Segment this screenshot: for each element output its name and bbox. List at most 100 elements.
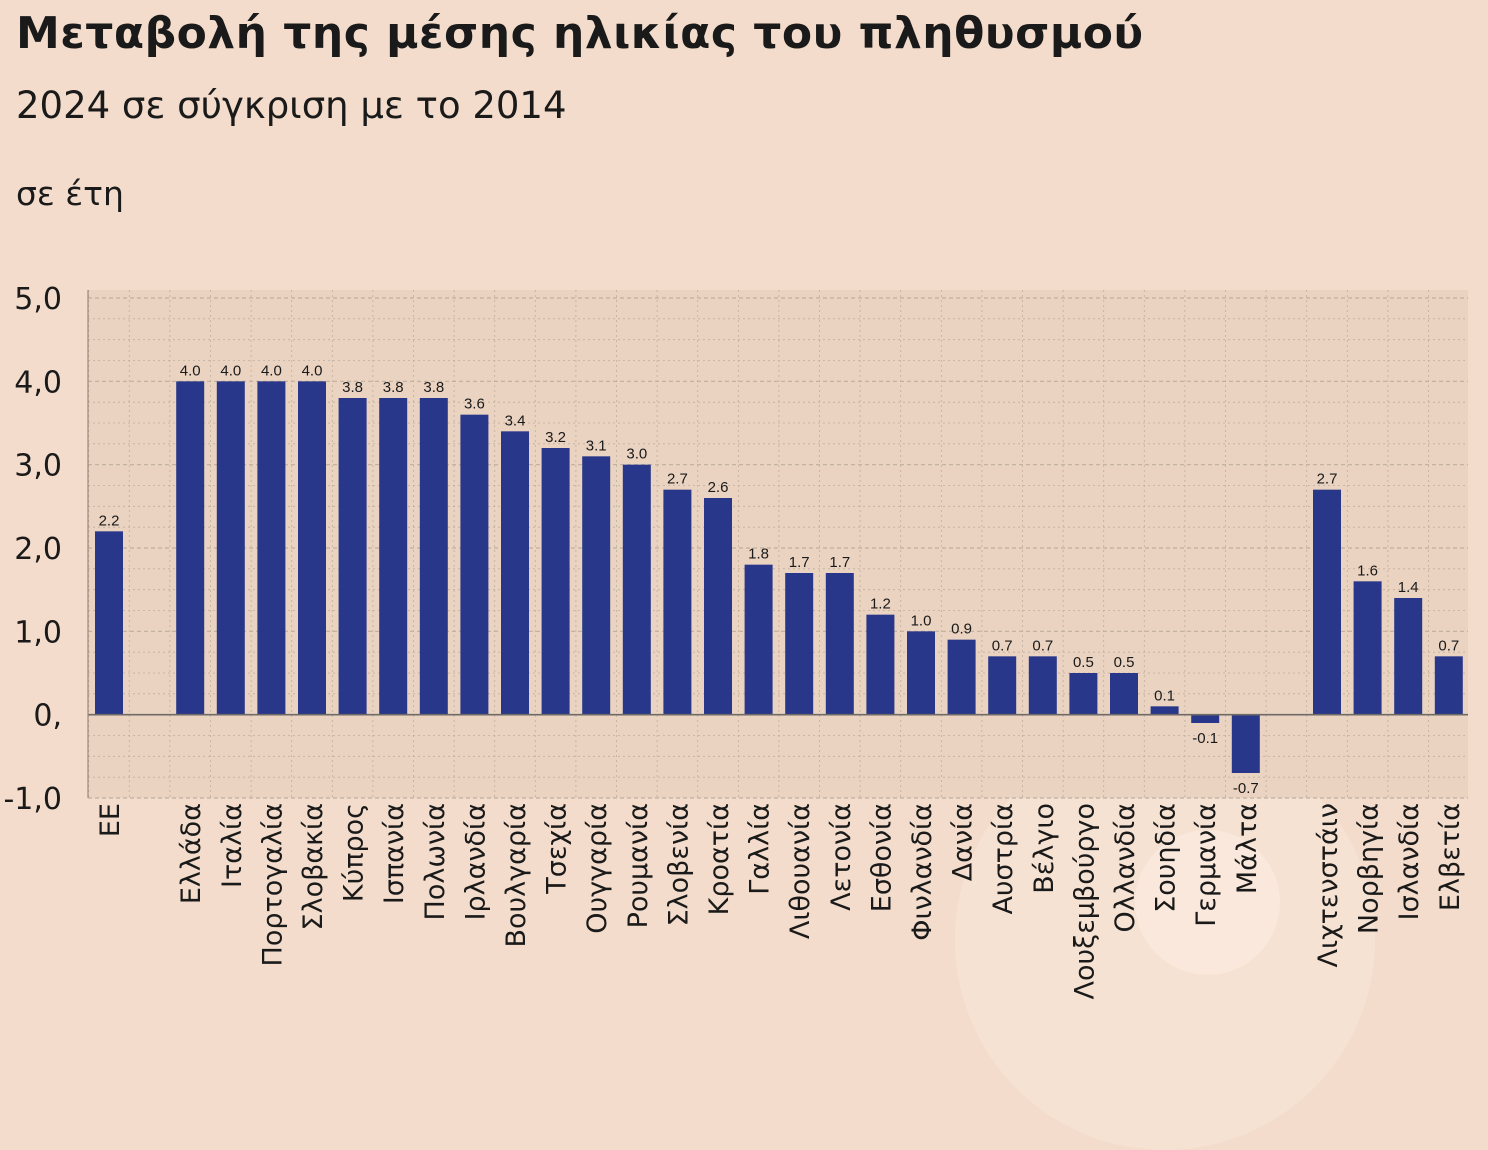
- value-label: 3.1: [586, 437, 607, 454]
- bar: [907, 631, 935, 715]
- bar: [1028, 656, 1057, 715]
- bar: [1394, 598, 1423, 715]
- value-label: 3.4: [505, 412, 526, 429]
- value-label: 3.8: [383, 379, 404, 396]
- value-label: 1.7: [829, 554, 850, 571]
- chart-title: Μεταβολή της μέσης ηλικίας του πληθυσμού: [16, 8, 1144, 59]
- category-label: ΕΕ: [95, 803, 126, 837]
- bar: [825, 573, 854, 715]
- value-label: 3.8: [342, 379, 363, 396]
- bar: [1353, 581, 1382, 715]
- category-label: Ελλάδα: [176, 803, 207, 904]
- value-label: 3.2: [545, 429, 566, 446]
- bar: [95, 531, 123, 715]
- category-label: Πολωνία: [420, 803, 451, 920]
- x-axis-category-labels: ΕΕ Ελλάδα Ιταλία Πορτογαλία Σλοβακία Κύπρος Ισ…: [95, 803, 1466, 999]
- value-label: 0.7: [992, 637, 1013, 654]
- value-label: 0.7: [1438, 637, 1459, 654]
- chart-subtitle: 2024 σε σύγκριση με το 2014: [16, 84, 567, 127]
- category-label: Σουηδία: [1151, 803, 1182, 913]
- y-tick-label: 1,0: [14, 615, 62, 650]
- value-label: -0.1: [1192, 730, 1218, 747]
- category-label: Λουξεμβούργο: [1069, 803, 1100, 999]
- bar: [785, 573, 814, 715]
- bar: [1313, 489, 1341, 715]
- category-label: Εσθονία: [866, 803, 897, 912]
- value-label: 4.0: [302, 362, 323, 379]
- value-label: 0.5: [1073, 654, 1094, 671]
- bar: [1069, 673, 1098, 715]
- category-label: Σλοβακία: [298, 803, 329, 930]
- y-tick-label: 3,0: [14, 449, 62, 484]
- category-label: Ισλανδία: [1394, 803, 1425, 920]
- bar: [338, 398, 367, 715]
- category-label: Γαλλία: [745, 803, 776, 895]
- category-label: Ιταλία: [217, 803, 248, 888]
- value-label: 2.6: [708, 479, 729, 496]
- category-label: Πορτογαλία: [257, 803, 288, 966]
- bar: [663, 489, 692, 715]
- value-label: -0.7: [1233, 780, 1259, 797]
- category-label: Αυστρία: [988, 803, 1019, 915]
- bar: [1191, 714, 1220, 723]
- value-label: 1.0: [911, 612, 932, 629]
- bar: [541, 448, 570, 715]
- bar: [988, 656, 1017, 715]
- plot-area: [88, 290, 1468, 798]
- value-label: 1.4: [1398, 579, 1419, 596]
- bar: [460, 414, 489, 715]
- category-label: Βέλγιο: [1029, 803, 1060, 894]
- bar-chart: 5,0 4,0 3,0 2,0 1,0 0, -1,0 2.2 4.0 4.0 4.0 4.0 3.8…: [3, 282, 1468, 999]
- value-label: 0.1: [1154, 687, 1175, 704]
- bar: [622, 464, 651, 715]
- value-label: 4.0: [261, 362, 282, 379]
- category-label: Ρουμανία: [623, 803, 654, 928]
- y-tick-label: 2,0: [14, 532, 62, 567]
- category-label: Σλοβενία: [663, 803, 694, 926]
- value-label: 3.6: [464, 396, 485, 413]
- bar: [379, 398, 408, 715]
- value-labels: 2.2 4.0 4.0 4.0 4.0 3.8 3.8 3.8 3.6 3.4 3.2 3.1 3.0 2…: [99, 362, 1460, 797]
- bar: [419, 398, 448, 715]
- bar: [257, 381, 286, 715]
- y-tick-label: 4,0: [14, 365, 62, 400]
- category-label: Λετονία: [826, 803, 857, 911]
- category-label: Ισπανία: [379, 803, 410, 904]
- category-label: Ουγγαρία: [582, 803, 613, 934]
- bar: [1434, 656, 1463, 715]
- value-label: 2.7: [667, 471, 688, 488]
- bar: [176, 381, 205, 715]
- y-tick-label: 0,: [33, 699, 62, 734]
- bars: [95, 381, 1463, 773]
- value-label: 1.7: [789, 554, 810, 571]
- value-label: 2.7: [1317, 471, 1338, 488]
- value-label: 2.2: [99, 512, 120, 529]
- category-label: Τσεχία: [542, 803, 573, 895]
- category-label: Κύπρος: [339, 803, 370, 902]
- bar: [582, 456, 611, 715]
- category-label: Βουλγαρία: [501, 803, 532, 948]
- value-label: 3.8: [423, 379, 444, 396]
- value-label: 0.5: [1114, 654, 1135, 671]
- bar: [866, 614, 895, 715]
- bar: [1231, 714, 1260, 773]
- category-label: Ελβετία: [1435, 803, 1466, 911]
- category-label: Κροατία: [704, 803, 735, 915]
- category-label: Λιχτενστάιν: [1313, 803, 1344, 968]
- bar: [704, 498, 732, 715]
- y-axis: 5,0 4,0 3,0 2,0 1,0 0, -1,0: [3, 282, 62, 817]
- bar: [1150, 706, 1179, 715]
- bar: [216, 381, 245, 715]
- value-label: 1.2: [870, 596, 891, 613]
- category-label: Ολλανδία: [1110, 803, 1141, 933]
- y-tick-label: -1,0: [3, 782, 62, 817]
- category-label: Δανία: [948, 803, 979, 881]
- category-label: Λιθουανία: [785, 803, 816, 939]
- y-tick-label: 5,0: [14, 282, 62, 317]
- value-label: 1.6: [1357, 562, 1378, 579]
- bar: [744, 564, 773, 715]
- bar: [1110, 673, 1138, 715]
- value-label: 0.9: [951, 621, 972, 638]
- category-label: Ιρλανδία: [460, 803, 491, 920]
- category-label: Νορβηγία: [1354, 803, 1385, 934]
